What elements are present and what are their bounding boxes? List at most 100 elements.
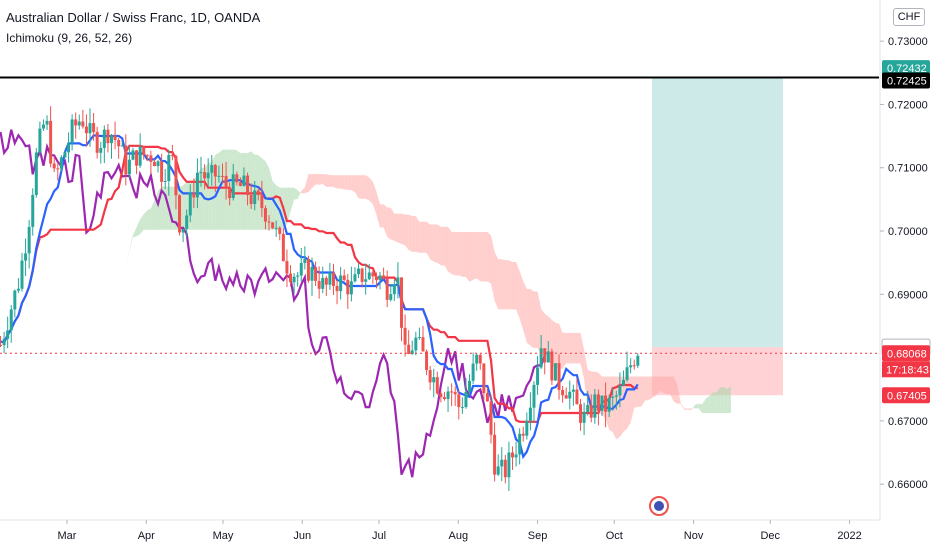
cloud-segment [648, 376, 653, 401]
candle-body [629, 365, 633, 368]
candle-body [170, 154, 174, 157]
candle-body [367, 272, 371, 280]
cloud-segment [397, 213, 402, 244]
cloud-segment [458, 231, 463, 277]
candle-body [52, 163, 56, 169]
candle-body [532, 384, 536, 408]
cloud-segment [315, 174, 320, 185]
candle-body [163, 181, 167, 183]
cloud-segment [354, 175, 359, 199]
candle-body [185, 215, 189, 229]
candle-body [310, 267, 314, 281]
candle-body [242, 175, 246, 187]
y-tick-label: 0.69000 [888, 289, 928, 301]
countdown-label: 17:18:43 [886, 364, 929, 376]
candle-body [156, 161, 160, 167]
candle-body [410, 350, 414, 354]
cloud-segment [695, 403, 699, 409]
candle-body [589, 405, 593, 418]
indicator-label[interactable]: Ichimoku (9, 26, 52, 26) [6, 31, 133, 45]
y-tick-label: 0.66000 [888, 479, 928, 491]
candle-body [349, 281, 353, 295]
candle-body [70, 119, 74, 144]
symbol-title[interactable]: Australian Dollar / Swiss Franc, 1D, OAN… [6, 10, 261, 25]
lagging-span-line [0, 129, 546, 478]
candle-body [514, 454, 518, 458]
candle-body [432, 377, 436, 383]
y-tick-label: 0.71000 [888, 163, 928, 175]
price-badge [882, 60, 930, 77]
candle-body [20, 260, 24, 289]
candle-body [238, 182, 242, 187]
candle-body [24, 253, 28, 261]
cloud-segment [100, 329, 105, 335]
x-tick-label: Aug [448, 530, 468, 542]
cloud-segment [308, 174, 312, 192]
candle-body [421, 337, 425, 352]
candle-body [16, 288, 20, 291]
price-badge [882, 72, 930, 89]
cloud-segment [290, 187, 295, 212]
cloud-segment [512, 261, 517, 310]
cloud-segment [605, 376, 610, 430]
candle-body [38, 128, 42, 153]
x-tick-label: May [213, 530, 234, 542]
cloud-segment [322, 174, 327, 187]
candle-body [564, 395, 568, 399]
cloud-segment [562, 332, 567, 369]
candle-body [396, 277, 400, 285]
cloud-segment [573, 332, 577, 364]
y-tick-label: 0.67000 [888, 416, 928, 428]
candle-body [174, 156, 178, 196]
candle-body [478, 354, 482, 364]
cloud-segment [433, 224, 438, 263]
candle-body [74, 119, 78, 126]
candle-body [2, 338, 6, 346]
candle-body [568, 391, 572, 399]
candle-body [468, 380, 472, 392]
candle-body [442, 397, 446, 400]
candle-body [224, 175, 228, 189]
candle-body [378, 275, 382, 281]
cloud-segment [430, 224, 434, 262]
candle-body [618, 385, 622, 396]
y-tick-label: 0.73000 [888, 36, 928, 48]
candle-body [131, 150, 135, 160]
candle-body [256, 190, 260, 195]
cloud-segment [505, 260, 509, 310]
cloud-segment [390, 207, 395, 241]
cloud-segment [107, 315, 112, 322]
candle-body [246, 175, 250, 196]
cloud-segment [333, 175, 338, 189]
price-badge-label: 0.67405 [887, 390, 927, 402]
cloud-segment [254, 154, 259, 230]
cloud-segment [526, 289, 531, 346]
candle-body [149, 155, 153, 162]
cloud-segment [125, 249, 130, 271]
cloud-segment [455, 231, 459, 276]
cloud-segment [344, 175, 348, 190]
cloud-segment [208, 161, 212, 230]
event-icon[interactable] [649, 496, 669, 516]
cloud-segment [716, 387, 721, 413]
candle-body [425, 351, 429, 371]
candle-body [485, 393, 489, 402]
candle-body [435, 377, 439, 394]
cloud-segment [652, 376, 656, 398]
cloud-segment [419, 221, 423, 253]
candle-body [49, 120, 53, 164]
cloud-segment [243, 153, 248, 230]
candle-body [31, 194, 35, 227]
candle-body [346, 279, 350, 295]
candle-body [596, 394, 600, 411]
candle-body [102, 129, 106, 148]
candle-body [632, 365, 636, 367]
currency-button[interactable]: CHF [893, 8, 925, 26]
cloud-segment [698, 403, 703, 413]
candle-body [306, 258, 310, 281]
candle-body [471, 363, 475, 381]
cloud-segment [677, 384, 681, 404]
candle-body [181, 228, 185, 233]
chart-legend: Australian Dollar / Swiss Franc, 1D, OAN… [6, 8, 260, 48]
